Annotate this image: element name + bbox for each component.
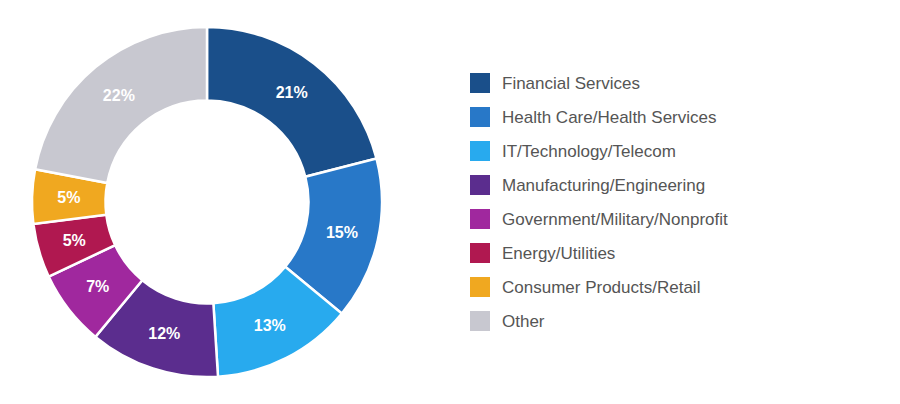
legend-label: IT/Technology/Telecom bbox=[502, 142, 676, 161]
legend-label: Energy/Utilities bbox=[502, 244, 615, 263]
legend-label: Manufacturing/Engineering bbox=[502, 176, 705, 195]
data-label: 13% bbox=[254, 317, 286, 334]
legend: Financial Services Health Care/Health Ser… bbox=[470, 73, 728, 331]
chart-container: 21% 15% 13% 12% 7% 5% 5% 22% Financial Services H… bbox=[0, 0, 900, 404]
slice bbox=[207, 27, 377, 177]
slice bbox=[33, 215, 115, 277]
legend-label: Government/Military/Nonprofit bbox=[502, 210, 728, 229]
legend-swatch bbox=[470, 73, 490, 93]
legend-label: Other bbox=[502, 312, 545, 331]
data-label: 22% bbox=[103, 87, 135, 104]
slice bbox=[35, 27, 207, 183]
legend-label: Health Care/Health Services bbox=[502, 108, 716, 127]
legend-swatch bbox=[470, 107, 490, 127]
legend-label: Financial Services bbox=[502, 74, 640, 93]
data-label: 12% bbox=[148, 325, 180, 342]
data-labels: 21% 15% 13% 12% 7% 5% 5% 22% bbox=[57, 84, 358, 342]
legend-swatch bbox=[470, 311, 490, 331]
data-label: 15% bbox=[326, 224, 358, 241]
slice bbox=[213, 267, 341, 377]
legend-swatch bbox=[470, 243, 490, 263]
slices bbox=[32, 27, 382, 377]
legend-label: Consumer Products/Retail bbox=[502, 278, 700, 297]
chart: 21% 15% 13% 12% 7% 5% 5% 22% Financial Services H… bbox=[0, 0, 900, 404]
data-label: 21% bbox=[276, 84, 308, 101]
legend-swatch bbox=[470, 141, 490, 161]
legend-swatch bbox=[470, 175, 490, 195]
data-label: 5% bbox=[57, 189, 80, 206]
data-label: 5% bbox=[63, 232, 86, 249]
legend-swatch bbox=[470, 209, 490, 229]
data-label: 7% bbox=[86, 278, 109, 295]
legend-swatch bbox=[470, 277, 490, 297]
